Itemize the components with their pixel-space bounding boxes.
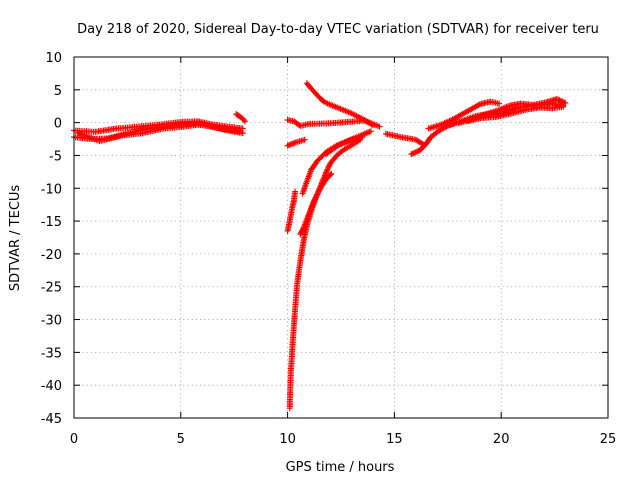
y-tick-label: -40 bbox=[41, 379, 62, 394]
plus-markers bbox=[323, 99, 376, 129]
y-tick-label: -25 bbox=[41, 281, 62, 296]
plus-markers bbox=[323, 128, 374, 158]
series-track-n bbox=[382, 130, 428, 148]
plus-markers bbox=[425, 98, 503, 132]
y-tick-label: -15 bbox=[41, 215, 62, 230]
x-tick-label: 10 bbox=[279, 432, 296, 447]
x-axis-label: GPS time / hours bbox=[286, 460, 395, 475]
x-tick-label: 25 bbox=[600, 432, 617, 447]
series-track-i bbox=[284, 188, 299, 234]
y-tick-label: 5 bbox=[54, 84, 62, 99]
y-tick-label: 10 bbox=[45, 51, 62, 66]
y-tick-label: 0 bbox=[54, 117, 62, 132]
series-track-f bbox=[284, 136, 308, 149]
x-tick-label: 5 bbox=[177, 432, 185, 447]
y-tick-label: -35 bbox=[41, 346, 62, 361]
y-tick-label: -20 bbox=[41, 248, 62, 263]
series-track-s bbox=[464, 103, 567, 125]
plus-markers bbox=[297, 136, 364, 238]
y-tick-label: -10 bbox=[41, 182, 62, 197]
series-track-l bbox=[297, 136, 364, 238]
chart-title: Day 218 of 2020, Sidereal Day-to-day VTE… bbox=[77, 22, 599, 37]
y-tick-label: -45 bbox=[41, 412, 62, 427]
series-track-g bbox=[303, 80, 327, 105]
series-track-m bbox=[323, 128, 374, 158]
plus-markers bbox=[303, 80, 327, 105]
series-track-p bbox=[425, 98, 503, 132]
series-track-h bbox=[323, 99, 376, 129]
plus-markers bbox=[284, 136, 308, 149]
x-tick-label: 20 bbox=[493, 432, 510, 447]
plus-markers bbox=[284, 188, 299, 234]
plus-markers bbox=[382, 130, 428, 148]
plot-frame bbox=[73, 56, 609, 419]
series-track-c bbox=[75, 120, 244, 144]
y-axis-label: SDTVAR / TECUs bbox=[8, 185, 23, 292]
x-tick-label: 15 bbox=[386, 432, 403, 447]
series-track-d bbox=[233, 111, 248, 125]
plus-markers bbox=[75, 120, 244, 144]
y-tick-label: -5 bbox=[49, 149, 62, 164]
plus-markers bbox=[233, 111, 248, 125]
y-tick-label: -30 bbox=[41, 314, 62, 329]
plus-markers bbox=[464, 103, 567, 125]
data-series bbox=[71, 80, 569, 412]
x-tick-label: 0 bbox=[70, 432, 78, 447]
